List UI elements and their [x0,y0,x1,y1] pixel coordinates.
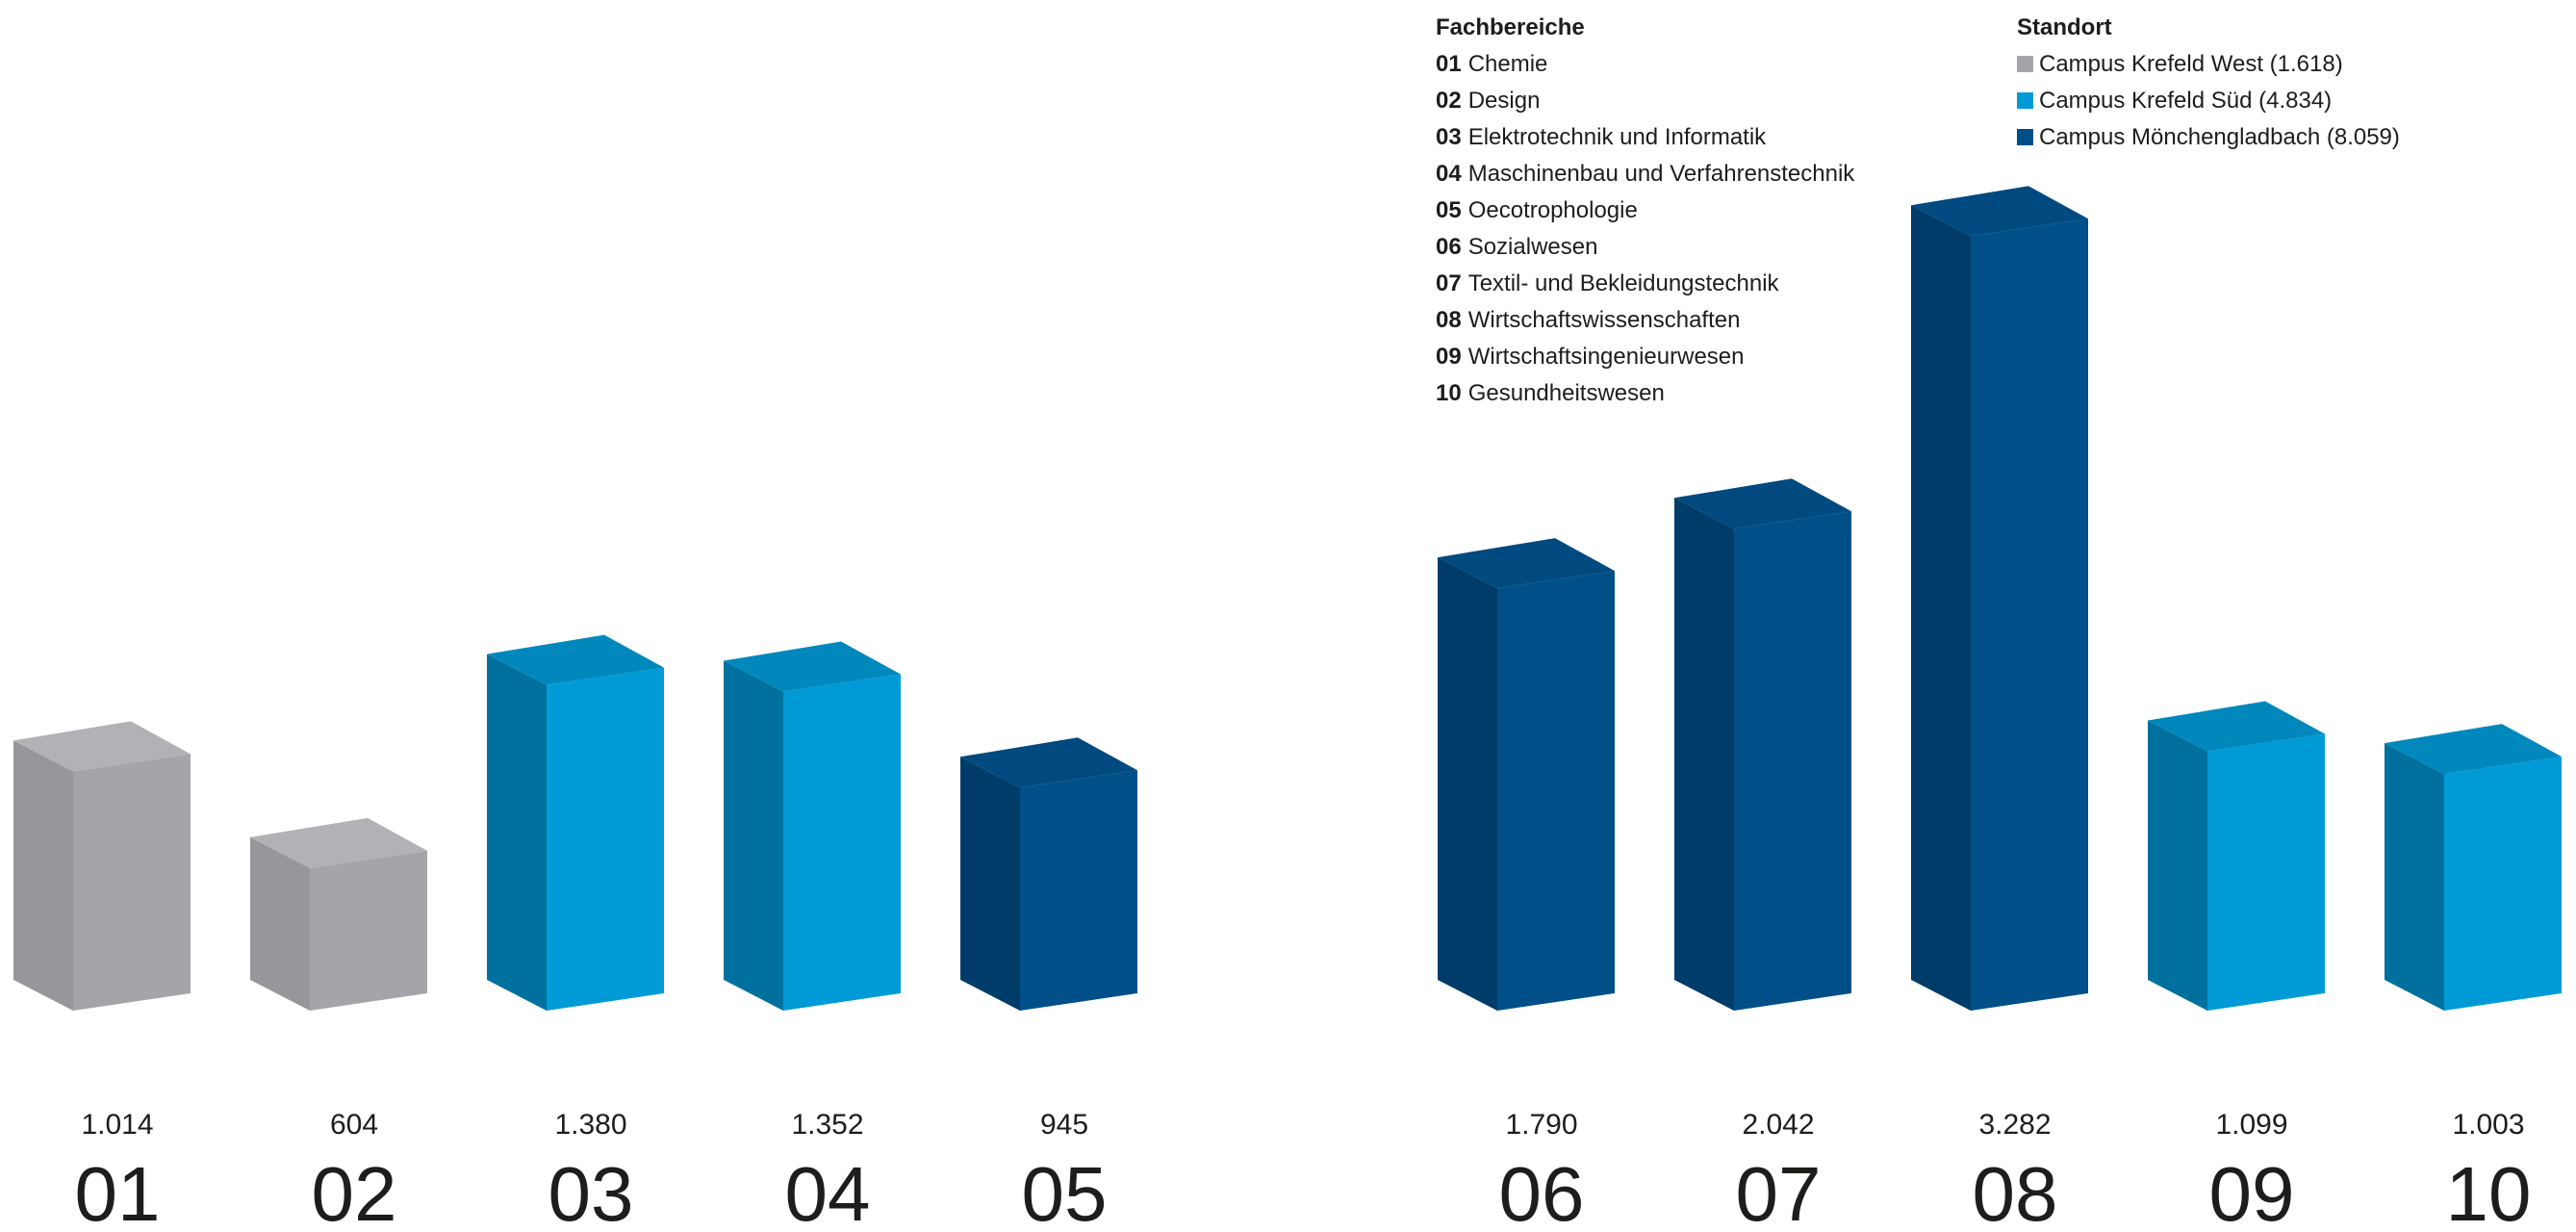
bar-top-face [2148,701,2325,752]
legend-fachbereich-code: 08 [1436,307,1462,333]
bar-top-face [13,721,191,772]
legend-fachbereich-item: 04 Maschinenbau und Verfahrenstechnik [1436,156,1854,192]
bar-front-face [783,674,901,1011]
bar-category-label: 05 [1022,1151,1108,1232]
legend-standort-title: Standort [2017,14,2112,40]
legend-fachbereich-label: Wirtschaftsingenieurwesen [1467,344,1745,370]
bar-front-face [547,667,664,1011]
legend-fachbereich-item: 07 Textil- und Bekleidungstechnik [1436,266,1854,302]
bar-side-face [724,660,783,1011]
bar-front-face [1734,511,1851,1011]
legend-fachbereich-item: 06 Sozialwesen [1436,229,1854,266]
bar-category-label: 06 [1499,1151,1585,1232]
bar-top-face [1674,478,1851,529]
legend-fachbereich-item: 09 Wirtschaftsingenieurwesen [1436,339,1854,375]
legend-standort-label: Campus Mönchengladbach (8.059) [2039,124,2400,150]
bar-front-face [1497,571,1615,1011]
bar-value-label: 1.380 [554,1109,626,1141]
legend-fachbereich-label: Textil- und Bekleidungstechnik [1467,270,1779,296]
legend-standort-item: Campus Krefeld West (1.618) [2017,46,2400,83]
bar-side-face [2385,743,2444,1011]
legend-swatch [2017,92,2033,109]
legend-fachbereich-code: 04 [1436,161,1462,187]
legend-fachbereich-item: 08 Wirtschaftswissenschaften [1436,302,1854,339]
bar-front-face [310,850,427,1011]
bar-side-face [1674,498,1734,1011]
bar-top-face [724,641,901,692]
bar-side-face [1911,205,1971,1011]
legend-fachbereich-code: 09 [1436,344,1462,370]
bar-category-label: 10 [2446,1151,2532,1232]
legend-fachbereich-item: 01 Chemie [1436,46,1854,83]
legend-fachbereich-label: Sozialwesen [1467,234,1598,260]
legend-fachbereich-label: Design [1467,88,1541,114]
bar-side-face [250,836,310,1011]
legend-fachbereich-label: Gesundheitswesen [1467,380,1665,406]
legend-fachbereiche-title: Fachbereiche [1436,14,1585,40]
bar-side-face [13,740,73,1011]
legend-fachbereich-code: 01 [1436,51,1462,77]
legend-fachbereich-label: Elektrotechnik und Informatik [1467,124,1767,150]
bar-category-label: 08 [1973,1151,2058,1232]
bar-value-label: 2.042 [1742,1109,1814,1141]
bar-front-face [2444,757,2562,1011]
legend-fachbereich-label: Chemie [1467,51,1548,77]
bar-value-label: 1.099 [2215,1109,2287,1141]
legend-standort-label: Campus Krefeld Süd (4.834) [2039,88,2333,114]
bar-category-label: 09 [2209,1151,2295,1232]
legend-standort-item: Campus Krefeld Süd (4.834) [2017,83,2400,119]
legend-fachbereich-item: 03 Elektrotechnik und Informatik [1436,119,1854,156]
bar-value-label: 1.003 [2452,1109,2524,1141]
legend-standort-label: Campus Krefeld West (1.618) [2039,51,2343,77]
legend-fachbereich-code: 05 [1436,197,1462,223]
legend-fachbereich-label: Maschinenbau und Verfahrenstechnik [1467,161,1855,187]
bar-value-label: 1.014 [81,1109,153,1141]
bar-top-face [960,737,1137,788]
legend-swatch [2017,56,2033,72]
bar-category-label: 02 [312,1151,397,1232]
bar-side-face [2148,720,2207,1011]
bar-value-label: 3.282 [1978,1109,2051,1141]
legend-standort-item: Campus Mönchengladbach (8.059) [2017,119,2400,156]
bar-top-face [2385,724,2562,775]
bar-category-label: 03 [548,1151,634,1232]
bar-category-label: 04 [785,1151,871,1232]
bar-front-face [2207,733,2325,1011]
bar-value-label: 604 [330,1109,378,1141]
bar-top-face [250,817,427,868]
bar-category-label: 01 [75,1151,161,1232]
bar-value-label: 1.352 [791,1109,863,1141]
bar-side-face [487,654,547,1011]
legend-fachbereich-label: Wirtschaftswissenschaften [1467,307,1741,333]
bar-category-label: 07 [1736,1151,1822,1232]
legend-fachbereich-code: 06 [1436,234,1462,260]
bar-side-face [1438,557,1497,1011]
legend-standort: Standort Campus Krefeld West (1.618) Camp… [2017,10,2400,156]
bar-front-face [1971,218,2088,1011]
legend-fachbereich-code: 10 [1436,380,1462,406]
legend-fachbereich-item: 02 Design [1436,83,1854,119]
bar-value-label: 945 [1040,1109,1088,1141]
legend-swatch [2017,129,2033,145]
bar-top-face [1911,186,2088,237]
legend-fachbereich-code: 07 [1436,270,1462,296]
legend-fachbereich-code: 03 [1436,124,1462,150]
legend-fachbereich-label: Oecotrophologie [1467,197,1638,223]
legend-fachbereich-item: 10 Gesundheitswesen [1436,375,1854,412]
bar-top-face [1438,538,1615,589]
bar-front-face [73,754,191,1011]
bar-top-face [487,634,664,685]
legend-fachbereich-code: 02 [1436,88,1462,114]
legend-fachbereiche: Fachbereiche 01 Chemie 02 Design 03 Elektrote… [1436,10,1854,412]
bar-side-face [960,757,1020,1011]
legend-fachbereich-item: 05 Oecotrophologie [1436,192,1854,229]
bar-value-label: 1.790 [1505,1109,1577,1141]
bar-front-face [1020,770,1137,1011]
